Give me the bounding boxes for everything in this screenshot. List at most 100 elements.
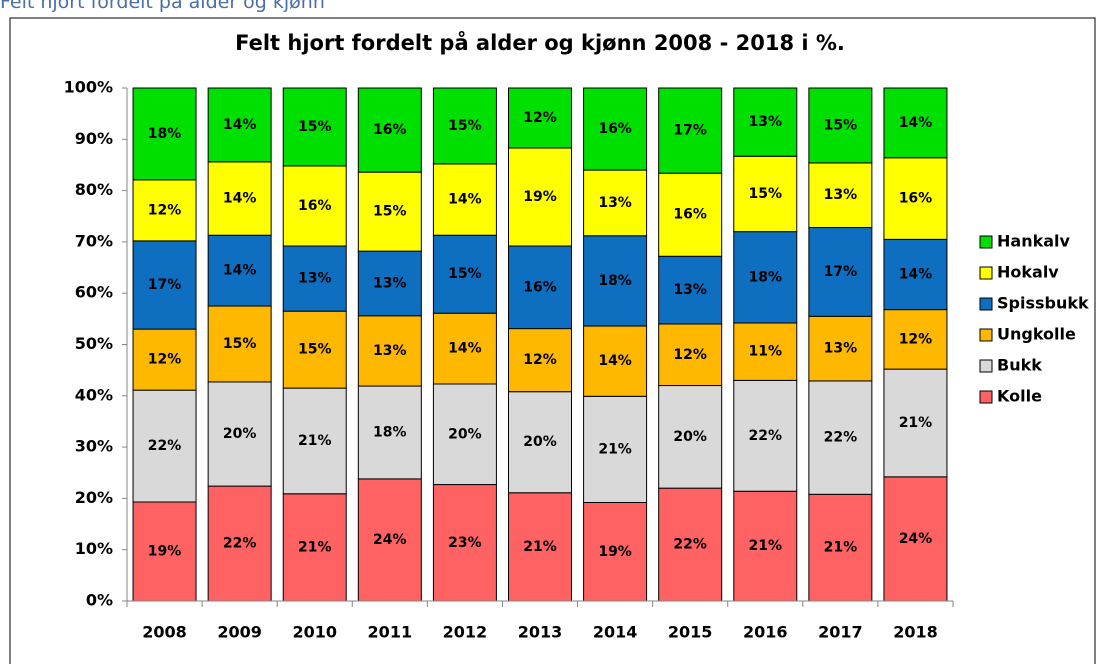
data-label: 14% <box>899 266 933 282</box>
bar-segment <box>583 502 648 602</box>
data-label: 22% <box>749 428 783 444</box>
data-label: 15% <box>824 117 858 133</box>
data-label: 24% <box>373 532 407 548</box>
bar-segment <box>658 487 723 602</box>
legend-label: Kolle <box>997 387 1042 406</box>
bar-segment <box>808 493 873 602</box>
data-label: 21% <box>523 539 557 555</box>
bar-segment <box>883 476 948 602</box>
legend-label: Hankalv <box>997 232 1071 251</box>
data-label: 21% <box>298 539 332 555</box>
data-label: 14% <box>899 115 933 131</box>
data-label: 15% <box>373 204 407 220</box>
data-label: 14% <box>448 192 482 208</box>
bar-segment <box>658 87 723 174</box>
data-label: 23% <box>448 535 482 551</box>
bar-segment <box>733 490 798 602</box>
data-label: 14% <box>223 117 257 133</box>
data-label: 12% <box>523 352 557 368</box>
y-tick-label: 10% <box>75 539 113 558</box>
bar-segment <box>508 147 572 247</box>
data-label: 12% <box>148 202 182 218</box>
bar-segment <box>432 234 497 314</box>
bar-segment <box>733 379 798 492</box>
chart-title: Felt hjort fordelt på alder og kjønn 200… <box>235 30 845 55</box>
data-label: 19% <box>523 189 557 205</box>
data-label: 16% <box>298 198 332 214</box>
data-label: 15% <box>448 266 482 282</box>
bar-segment <box>132 501 197 602</box>
bar-segment <box>207 161 272 236</box>
data-label: 20% <box>673 429 707 445</box>
page-heading: Felt hjort fordelt på alder og kjønn <box>0 0 325 13</box>
bar-segment <box>357 478 422 602</box>
bar-segment <box>583 325 648 397</box>
bar-segment <box>658 323 723 387</box>
y-tick-label: 70% <box>75 231 113 250</box>
data-label: 21% <box>298 433 332 449</box>
data-label: 16% <box>523 279 557 295</box>
bar-segment <box>808 380 873 495</box>
bar-segment <box>132 87 197 181</box>
bar-segment <box>883 309 948 370</box>
x-tick-label: 2015 <box>668 623 713 642</box>
y-tick-label: 0% <box>86 591 113 610</box>
bar-segment <box>357 385 422 480</box>
data-label: 13% <box>824 341 858 357</box>
y-tick-label: 80% <box>75 180 113 199</box>
data-label: 17% <box>148 277 182 293</box>
data-label: 22% <box>824 430 858 446</box>
legend-swatch <box>979 328 993 342</box>
bar-segment <box>282 387 347 495</box>
bar-segment <box>508 492 572 602</box>
bar-segment <box>357 250 422 317</box>
data-label: 12% <box>673 347 707 363</box>
x-tick-label: 2011 <box>368 623 413 642</box>
bar-segment <box>733 87 798 157</box>
bar-segment <box>808 87 873 164</box>
y-tick-label: 20% <box>75 488 113 507</box>
bar-segment <box>132 328 197 391</box>
legend-swatch <box>979 297 993 311</box>
y-tick-label: 50% <box>75 334 113 353</box>
data-label: 22% <box>148 438 182 454</box>
bar-segment <box>658 255 723 325</box>
data-label: 18% <box>749 269 783 285</box>
data-label: 14% <box>598 353 632 369</box>
data-label: 21% <box>824 540 858 556</box>
data-label: 17% <box>673 123 707 139</box>
legend-swatch <box>979 266 993 280</box>
data-label: 13% <box>373 275 407 291</box>
bar-segment <box>132 389 197 503</box>
data-label: 13% <box>298 271 332 287</box>
bar-segment <box>883 368 948 478</box>
bar-segment <box>207 234 272 307</box>
y-tick-label: 100% <box>64 78 113 97</box>
bar-segment <box>432 87 497 165</box>
data-label: 21% <box>598 441 632 457</box>
data-label: 19% <box>148 543 182 559</box>
legend-swatch <box>979 235 993 249</box>
data-label: 21% <box>749 538 783 554</box>
data-label: 12% <box>899 331 933 347</box>
bar-segment <box>432 484 497 602</box>
y-tick-label: 30% <box>75 437 113 456</box>
bar-segment <box>583 235 648 327</box>
bar-segment <box>583 395 648 504</box>
legend-label: Bukk <box>997 356 1042 375</box>
data-label: 24% <box>899 531 933 547</box>
bar-segment <box>883 238 948 311</box>
x-tick-label: 2013 <box>518 623 563 642</box>
bar-segment <box>282 310 347 389</box>
data-label: 20% <box>523 434 557 450</box>
data-label: 18% <box>373 424 407 440</box>
bar-segment <box>583 169 648 237</box>
bar-segment <box>207 381 272 487</box>
data-label: 13% <box>598 195 632 211</box>
bar-segment <box>432 383 497 486</box>
bar-segment <box>733 231 798 324</box>
legend-label: Hokalv <box>997 263 1059 282</box>
data-label: 12% <box>148 352 182 368</box>
bar-segment <box>357 315 422 387</box>
bar-segment <box>508 328 572 393</box>
